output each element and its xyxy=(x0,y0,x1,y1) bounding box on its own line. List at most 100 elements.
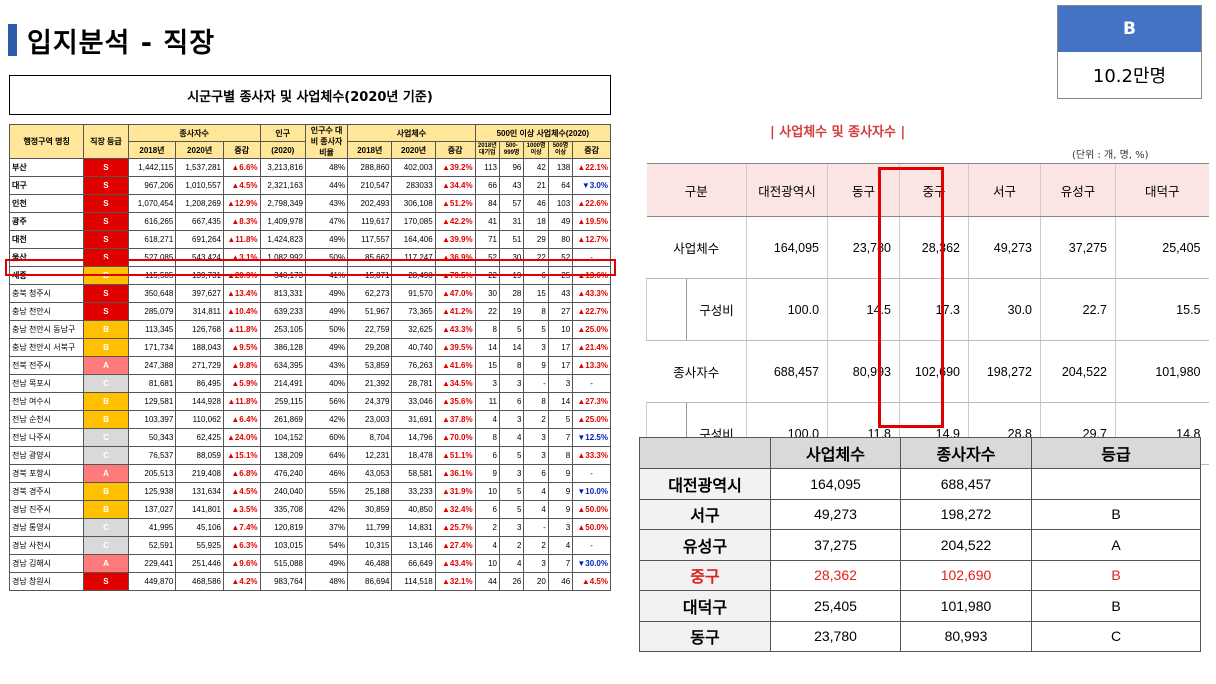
cell: 18,478 xyxy=(391,446,436,465)
cell: 103,015 xyxy=(259,536,307,555)
cell: 46,488 xyxy=(347,554,393,573)
cell: 240,040 xyxy=(259,482,307,501)
cell: 42 xyxy=(523,158,549,177)
cell: 14 xyxy=(474,338,501,357)
cell: 1,442,115 xyxy=(127,158,177,177)
cell: 129,581 xyxy=(127,392,177,411)
rt-cell: 102,690 xyxy=(899,340,969,403)
district-grade-table: 사업체수 종사자수 등급 대전광역시 164,095 688,457 서구 49,273… xyxy=(639,437,1201,652)
change-cell: ▲33.3% xyxy=(572,446,611,465)
cell: 144,928 xyxy=(175,392,224,411)
cell: 15 xyxy=(474,356,501,375)
col-pop-year: (2020) xyxy=(259,141,307,159)
cell: 5 xyxy=(523,320,549,339)
cell: - xyxy=(523,374,549,393)
col-winc: 증감 xyxy=(222,141,261,159)
cell: 7 xyxy=(547,554,574,573)
cell: 45,106 xyxy=(175,518,224,537)
cell: 60% xyxy=(304,428,349,447)
rt-col-daedeok: 대덕구 xyxy=(1115,163,1209,217)
region-row: 광주 S 616,265 667,435 ▲8.3% 1,409,978 47% 119,61… xyxy=(8,212,611,231)
cell: 9 xyxy=(547,482,574,501)
rt-cell: 14.5 xyxy=(827,278,900,341)
district-row: 대전광역시 164,095 688,457 xyxy=(639,468,1201,500)
cell: 170,085 xyxy=(391,212,436,231)
cell: 41,995 xyxy=(127,518,177,537)
col-big-500plus: 500명 이상 xyxy=(547,141,574,159)
cell: 27 xyxy=(547,302,574,321)
cell: 50% xyxy=(304,320,349,339)
cell: 9 xyxy=(547,500,574,519)
cell: 6 xyxy=(498,392,525,411)
cell: 125,938 xyxy=(127,482,177,501)
col-region: 행정구역 명칭 xyxy=(8,124,85,159)
cell: 66 xyxy=(474,176,501,195)
change-cell: ▲4.5% xyxy=(222,482,261,501)
cell: 55,925 xyxy=(175,536,224,555)
grade-label: B xyxy=(1058,6,1201,52)
rt-cell: 688,457 xyxy=(746,340,828,403)
district-grade xyxy=(1031,468,1201,500)
cell: 476,240 xyxy=(259,464,307,483)
cell: 285,079 xyxy=(127,302,177,321)
change-cell: ▲25.0% xyxy=(572,410,611,429)
cell: 44% xyxy=(304,176,349,195)
cell: 49% xyxy=(304,302,349,321)
cell: 813,331 xyxy=(259,284,307,303)
cell: 188,043 xyxy=(175,338,224,357)
cell: 4 xyxy=(498,554,525,573)
district-row: 유성구 37,275 204,522 A xyxy=(639,529,1201,561)
cell: 397,627 xyxy=(175,284,224,303)
change-cell: ▲13.3% xyxy=(572,356,611,375)
change-cell: ▲34.5% xyxy=(434,374,476,393)
grade-summary-box: B 10.2만명 xyxy=(1057,5,1202,99)
col-grade: 직장 등급 xyxy=(83,124,129,159)
col-workers: 종사자수 xyxy=(127,124,261,142)
cell: 28,781 xyxy=(391,374,436,393)
cell: 4 xyxy=(498,428,525,447)
cell: 14 xyxy=(498,338,525,357)
rt-row-label: 구성비 xyxy=(685,278,747,341)
cell: 8 xyxy=(474,428,501,447)
cell: 19 xyxy=(498,302,525,321)
region-name: 전남 여수시 xyxy=(8,392,85,411)
cell: 616,265 xyxy=(127,212,177,231)
page-title: 입지분석 - 직장 xyxy=(27,27,216,59)
district-name: 중구 xyxy=(639,559,771,591)
cell: 21,392 xyxy=(347,374,393,393)
change-cell: ▲50.0% xyxy=(572,500,611,519)
cell: 76,263 xyxy=(391,356,436,375)
cell: 8 xyxy=(498,356,525,375)
rt-cell: 22.7 xyxy=(1040,278,1116,341)
rt-col-seogu: 서구 xyxy=(968,163,1041,217)
cell: 50,343 xyxy=(127,428,177,447)
region-name: 충북 청주시 xyxy=(8,284,85,303)
change-cell: ▲7.4% xyxy=(222,518,261,537)
change-cell: ▲25.7% xyxy=(434,518,476,537)
region-row: 경남 사천시 C 52,591 55,925 ▲6.3% 103,015 54% 10,315… xyxy=(8,536,611,555)
cell: 43% xyxy=(304,356,349,375)
region-name: 충남 천안시 xyxy=(8,302,85,321)
cell: 141,801 xyxy=(175,500,224,519)
cell: 23,003 xyxy=(347,410,393,429)
cell: 8 xyxy=(523,392,549,411)
cell: 76,537 xyxy=(127,446,177,465)
rt-cell: 15.5 xyxy=(1115,278,1209,341)
change-cell: ▲22.7% xyxy=(572,302,611,321)
district-name: 대덕구 xyxy=(639,590,771,622)
cell: 3,213,816 xyxy=(259,158,307,177)
cell: 3 xyxy=(523,554,549,573)
change-cell: ▲9.8% xyxy=(222,356,261,375)
region-row: 경남 진주시 B 137,027 141,801 ▲3.5% 335,708 42% 30,8… xyxy=(8,500,611,519)
cell: 57 xyxy=(498,194,525,213)
cell: 18 xyxy=(523,212,549,231)
change-cell: ▲12.7% xyxy=(572,230,611,249)
change-cell: ▲41.6% xyxy=(434,356,476,375)
change-cell: ▲41.2% xyxy=(434,302,476,321)
cell: 1,409,978 xyxy=(259,212,307,231)
rt-col-donggu: 동구 xyxy=(827,163,900,217)
cell: 51,967 xyxy=(347,302,393,321)
region-row: 대전 S 618,271 691,264 ▲11.8% 1,424,823 49% 117,5… xyxy=(8,230,611,249)
cell: 31,691 xyxy=(391,410,436,429)
region-name: 전남 목포시 xyxy=(8,374,85,393)
